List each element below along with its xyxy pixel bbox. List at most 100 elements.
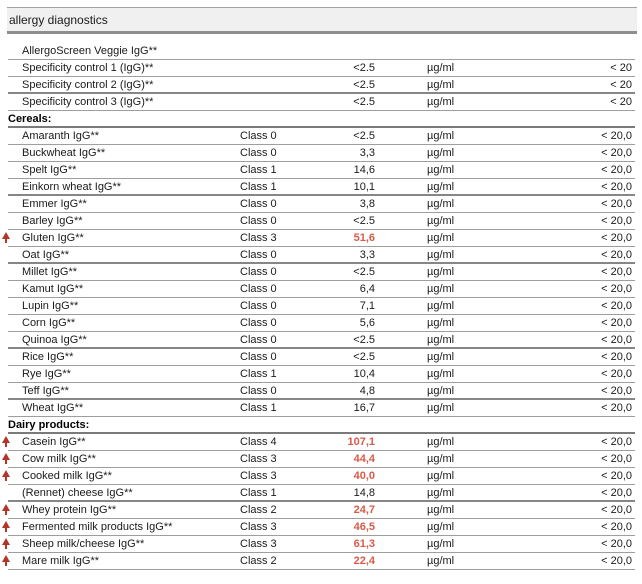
unit-cell: µg/ml xyxy=(427,96,455,108)
reference-range-cell: < 20,0 xyxy=(601,180,632,193)
test-name: Lupin IgG** xyxy=(22,300,79,312)
unit-cell: µg/ml xyxy=(427,78,455,91)
result-row: Sheep milk/cheese IgG** Class 3 61,3 µg/ml <… xyxy=(2,536,635,553)
result-row: Teff IgG** Class 0 4,8 µg/ml < 20,0 xyxy=(8,383,635,400)
reference-range-cell: < 20,0 xyxy=(601,351,632,363)
class-cell: Class 0 xyxy=(240,283,277,295)
test-name: Fermented milk products IgG** xyxy=(22,521,173,533)
value-cell: <2.5 xyxy=(353,130,375,142)
unit-cell: µg/ml xyxy=(427,368,455,380)
result-row: Millet IgG** Class 0 <2.5 µg/ml < 20,0 xyxy=(8,264,635,281)
unit-cell: µg/ml xyxy=(427,266,455,278)
test-name: Cow milk IgG** xyxy=(22,453,96,465)
result-row: Spelt IgG** Class 1 14,6 µg/ml < 20,0 xyxy=(8,162,635,179)
class-cell: Class 1 xyxy=(240,180,277,193)
section-header-row: Cereals: xyxy=(8,111,635,128)
value-cell: 14,6 xyxy=(353,164,375,176)
elevated-up-arrow-icon xyxy=(2,521,10,533)
class-cell: Class 0 xyxy=(240,248,277,261)
class-cell: Class 3 xyxy=(240,232,277,244)
result-row: Specificity control 3 (IgG)** <2.5 µg/ml < … xyxy=(8,94,635,111)
test-name: Millet IgG** xyxy=(22,266,78,278)
class-cell: Class 0 xyxy=(240,130,277,142)
value-cell: 5,6 xyxy=(359,317,375,329)
test-name: (Rennet) cheese IgG** xyxy=(22,486,133,499)
value-cell: 3,8 xyxy=(359,198,375,210)
test-name: Barley IgG** xyxy=(22,215,83,227)
value-cell: 7,1 xyxy=(359,300,375,312)
result-row: Quinoa IgG** Class 0 <2.5 µg/ml < 20,0 xyxy=(8,332,635,349)
unit-cell: µg/ml xyxy=(427,351,455,363)
reference-range-cell: < 20,0 xyxy=(601,333,632,346)
test-name: Emmer IgG** xyxy=(22,198,87,210)
result-row: Corn IgG** Class 0 5,6 µg/ml < 20,0 xyxy=(8,315,635,332)
value-cell: <2.5 xyxy=(353,78,375,91)
unit-cell: µg/ml xyxy=(427,317,455,329)
class-cell: Class 3 xyxy=(240,453,277,465)
elevated-up-arrow-icon xyxy=(2,504,10,516)
unit-cell: µg/ml xyxy=(427,147,455,159)
result-row: Lupin IgG** Class 0 7,1 µg/ml < 20,0 xyxy=(8,298,635,315)
unit-cell: µg/ml xyxy=(427,521,455,533)
reference-range-cell: < 20,0 xyxy=(601,164,632,176)
result-row: Wheat IgG** Class 1 16,7 µg/ml < 20,0 xyxy=(8,400,635,417)
class-cell: Class 0 xyxy=(240,198,277,210)
test-name: Amaranth IgG** xyxy=(22,130,100,142)
class-cell: Class 2 xyxy=(240,555,277,567)
class-cell: Class 1 xyxy=(240,486,277,499)
result-row: Einkorn wheat IgG** Class 1 10,1 µg/ml < 20,… xyxy=(8,179,635,196)
unit-cell: µg/ml xyxy=(427,555,455,567)
test-name: Gluten IgG** xyxy=(22,232,84,244)
reference-range-cell: < 20,0 xyxy=(601,232,632,244)
reference-range-cell: < 20,0 xyxy=(601,215,632,227)
reference-range-cell: < 20 xyxy=(610,62,632,74)
unit-cell: µg/ml xyxy=(427,504,455,516)
unit-cell: µg/ml xyxy=(427,538,455,550)
unit-cell: µg/ml xyxy=(427,300,455,312)
test-name: AllergoScreen Veggie IgG** xyxy=(22,45,158,57)
result-row: Amaranth IgG** Class 0 <2.5 µg/ml < 20,0 xyxy=(8,128,635,145)
result-row: Casein IgG** Class 4 107,1 µg/ml < 20,0 xyxy=(2,434,635,451)
class-cell: Class 3 xyxy=(240,521,277,533)
test-name: Quinoa IgG** xyxy=(22,333,87,346)
value-cell: 51,6 xyxy=(353,232,375,244)
class-cell: Class 0 xyxy=(240,384,277,397)
value-cell: 16,7 xyxy=(353,402,375,414)
result-row: Cow milk IgG** Class 3 44,4 µg/ml < 20,0 xyxy=(2,451,635,468)
unit-cell: µg/ml xyxy=(427,180,455,193)
value-cell: 14,8 xyxy=(353,486,375,499)
value-cell: <2.5 xyxy=(353,333,375,346)
unit-cell: µg/ml xyxy=(427,283,455,295)
class-cell: Class 0 xyxy=(240,215,277,227)
value-cell: 61,3 xyxy=(353,538,375,550)
result-row: Barley IgG** Class 0 <2.5 µg/ml < 20,0 xyxy=(8,213,635,230)
reference-range-cell: < 20,0 xyxy=(601,317,632,329)
class-cell: Class 1 xyxy=(240,164,277,176)
reference-range-cell: < 20,0 xyxy=(601,368,632,380)
reference-range-cell: < 20,0 xyxy=(601,147,632,159)
test-name: Whey protein IgG** xyxy=(22,504,117,516)
class-cell: Class 4 xyxy=(240,436,277,448)
unit-cell: µg/ml xyxy=(427,470,455,482)
unit-cell: µg/ml xyxy=(427,333,455,346)
test-name: Specificity control 1 (IgG)** xyxy=(22,62,154,74)
result-row: Cooked milk IgG** Class 3 40,0 µg/ml < 20,0 xyxy=(2,468,635,485)
unit-cell: µg/ml xyxy=(427,164,455,176)
value-cell: 6,4 xyxy=(359,283,375,295)
reference-range-cell: < 20,0 xyxy=(601,384,632,397)
class-cell: Class 0 xyxy=(240,317,277,329)
class-cell: Class 0 xyxy=(240,266,277,278)
unit-cell: µg/ml xyxy=(427,453,455,465)
result-row: AllergoScreen Veggie IgG** xyxy=(8,43,635,60)
result-row: Buckwheat IgG** Class 0 3,3 µg/ml < 20,0 xyxy=(8,145,635,162)
class-cell: Class 1 xyxy=(240,402,277,414)
reference-range-cell: < 20,0 xyxy=(601,504,632,516)
value-cell: 46,5 xyxy=(353,521,375,533)
class-cell: Class 0 xyxy=(240,333,277,346)
unit-cell: µg/ml xyxy=(427,62,455,74)
class-cell: Class 1 xyxy=(240,368,277,380)
reference-range-cell: < 20,0 xyxy=(601,436,632,448)
reference-range-cell: < 20,0 xyxy=(601,266,632,278)
test-name: Mare milk IgG** xyxy=(22,555,100,567)
test-name: Wheat IgG** xyxy=(22,402,84,414)
